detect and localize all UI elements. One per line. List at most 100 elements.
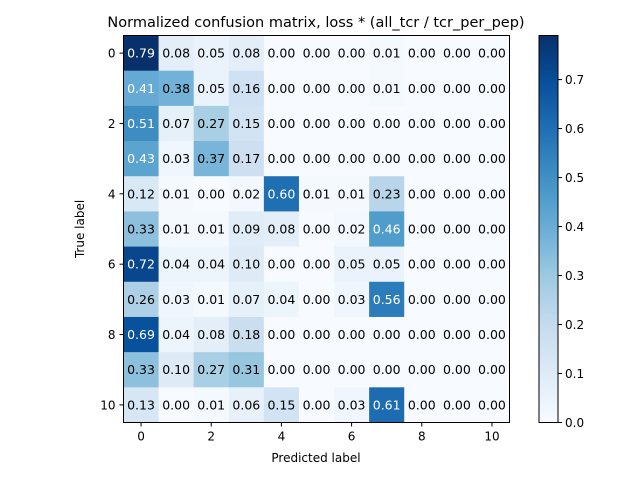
cell-value-label: 0.00: [408, 151, 436, 166]
heatmap-cell: [193, 70, 230, 107]
heatmap-cell: [158, 211, 195, 247]
cell-value-label: 0.15: [232, 116, 260, 131]
heatmap-cell: [158, 352, 195, 388]
heatmap-cell: [158, 35, 195, 72]
cell-value-label: 0.07: [232, 292, 260, 307]
cell-value-label: 0.01: [162, 186, 190, 201]
cell-value-label: 0.38: [162, 81, 190, 96]
heatmap-cell: [123, 141, 159, 177]
cell-value-label: 0.00: [373, 327, 401, 342]
cell-value-label: 0.03: [162, 292, 190, 307]
heatmap-cell: [298, 352, 335, 388]
heatmap-cell: [439, 141, 475, 177]
cell-value-label: 0.02: [338, 222, 366, 237]
heatmap-cell: [298, 246, 335, 283]
heatmap-cell: [334, 316, 370, 353]
cell-value-label: 0.00: [373, 116, 401, 131]
heatmap-cell: [228, 281, 265, 318]
cell-value-label: 0.06: [232, 397, 260, 412]
cell-value-label: 0.10: [162, 362, 190, 377]
cell-value-label: 0.05: [197, 81, 225, 96]
cell-value-label: 0.00: [373, 151, 401, 166]
cell-value-label: 0.00: [478, 257, 506, 272]
heatmap-cell: [404, 211, 440, 247]
heatmap-cell: [193, 246, 230, 283]
heatmap-cell: [404, 281, 440, 318]
cell-value-label: 0.01: [373, 81, 401, 96]
cell-value-label: 0.00: [197, 186, 225, 201]
heatmap-cell: [404, 105, 440, 142]
heatmap-cell: [298, 141, 335, 177]
cell-value-label: 0.01: [373, 46, 401, 61]
cell-value-label: 0.00: [443, 186, 471, 201]
cell-value-label: 0.09: [232, 222, 260, 237]
colorbar-tick-label: 0.3: [565, 269, 584, 283]
heatmap-cell: [334, 352, 370, 388]
heatmap-cell: [228, 211, 265, 247]
cell-value-label: 0.00: [303, 292, 331, 307]
heatmap-cell: [369, 35, 405, 72]
cell-value-label: 0.00: [303, 327, 331, 342]
heatmap-cell: [474, 35, 510, 72]
cell-value-label: 0.72: [127, 257, 155, 272]
heatmap-cell: [123, 246, 159, 283]
y-axis: 0 2 4 6 8 10: [100, 47, 124, 412]
cell-value-label: 0.00: [303, 362, 331, 377]
heatmap-cell: [263, 141, 300, 177]
heatmap-cell: [298, 387, 335, 423]
cell-value-label: 0.00: [408, 397, 436, 412]
heatmap-cell: [439, 176, 475, 212]
y-tick-label: 8: [108, 328, 116, 342]
cell-value-label: 0.00: [162, 397, 190, 412]
cell-value-label: 0.51: [127, 116, 155, 131]
x-tick-label: 6: [348, 430, 356, 444]
heatmap-cell: [263, 246, 300, 283]
cell-value-label: 0.00: [408, 46, 436, 61]
cell-value-label: 0.15: [267, 397, 295, 412]
heatmap-cell: [439, 387, 475, 423]
cell-value-label: 0.00: [443, 292, 471, 307]
heatmap-cell: [298, 211, 335, 247]
cell-value-label: 0.03: [162, 151, 190, 166]
heatmap-cell: [228, 105, 265, 142]
heatmap-cell: [298, 70, 335, 107]
heatmap-cell: [193, 105, 230, 142]
heatmap-cell: [123, 211, 159, 247]
cell-value-label: 0.04: [197, 257, 225, 272]
cell-value-label: 0.10: [232, 257, 260, 272]
cell-value-label: 0.00: [443, 397, 471, 412]
heatmap-cell: [298, 316, 335, 353]
cell-value-label: 0.33: [127, 222, 155, 237]
heatmap-cell: [158, 141, 195, 177]
heatmap-cell: [298, 176, 335, 212]
cell-value-label: 0.33: [127, 362, 155, 377]
cell-value-label: 0.08: [267, 222, 295, 237]
heatmap-cell: [474, 387, 510, 423]
cell-value-label: 0.00: [338, 46, 366, 61]
cell-value-label: 0.00: [478, 186, 506, 201]
cell-value-label: 0.27: [197, 116, 225, 131]
cell-value-label: 0.79: [127, 46, 155, 61]
heatmap-cell: [298, 35, 335, 72]
heatmap-cell: [474, 70, 510, 107]
y-tick-label: 10: [100, 398, 115, 412]
y-tick-label: 6: [108, 258, 116, 272]
cell-value-label: 0.00: [408, 186, 436, 201]
cell-value-label: 0.00: [408, 81, 436, 96]
cell-value-label: 0.00: [478, 327, 506, 342]
cell-value-label: 0.00: [408, 222, 436, 237]
plot-frame: [123, 35, 510, 423]
x-axis: 0 2 4 6 8 10: [137, 422, 500, 444]
heatmap-cell: [158, 316, 195, 353]
heatmap-cell: [404, 70, 440, 107]
colorbar-tick-label: 0.6: [565, 122, 584, 136]
cell-value-label: 0.07: [162, 116, 190, 131]
heatmap-cell: [474, 246, 510, 283]
heatmap-cell: [263, 352, 300, 388]
cell-value-label: 0.00: [303, 151, 331, 166]
heatmap-cell: [334, 70, 370, 107]
heatmap-cell: [158, 387, 195, 423]
cell-value-label: 0.26: [127, 292, 155, 307]
